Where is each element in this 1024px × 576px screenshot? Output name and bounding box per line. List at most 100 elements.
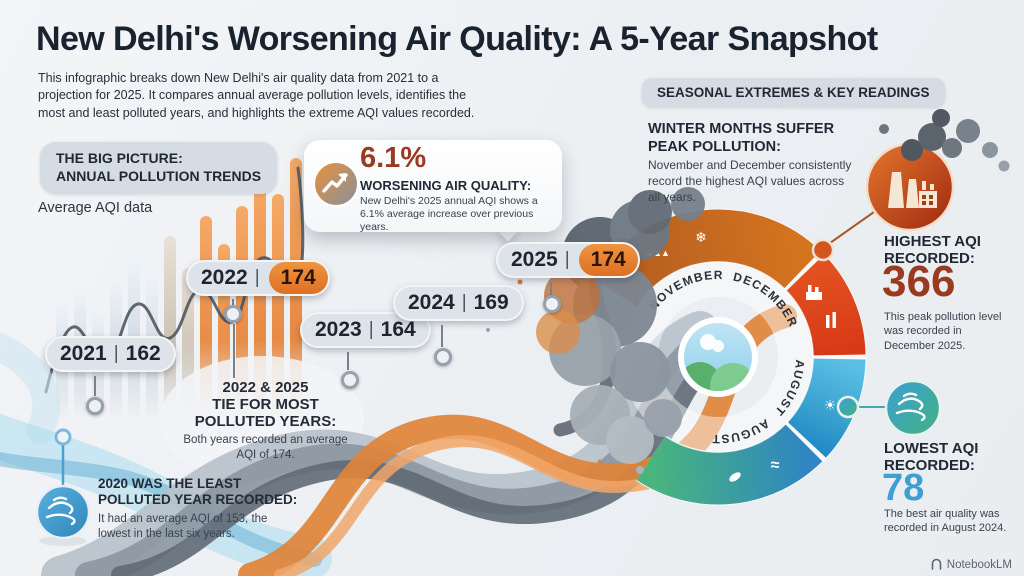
marker-2021 [86, 397, 104, 415]
chart-caption: Average AQI data [38, 200, 153, 216]
notebooklm-icon [931, 558, 942, 570]
marker-2025 [543, 295, 561, 313]
least-connector-node [54, 428, 72, 446]
page-title: New Delhi's Worsening Air Quality: A 5-Y… [36, 20, 878, 58]
least-heading-1: 2020 WAS THE LEAST [98, 476, 242, 491]
year-2025: 2025 [511, 248, 558, 271]
sun-icon: ☀ [824, 397, 837, 413]
decorative-bar [164, 236, 176, 420]
pill-separator: | [461, 292, 467, 313]
tie-heading-1: 2022 & 2025 [222, 379, 309, 396]
landscape-medallion [684, 323, 752, 391]
tie-heading-3: POLLUTED YEARS: [194, 413, 337, 431]
aqi-2021: 162 [125, 342, 161, 365]
year-2021: 2021 [60, 342, 107, 365]
seasonal-header: SEASONAL EXTREMES & KEY READINGS [642, 78, 945, 107]
worsening-pct: 6.1% [360, 142, 427, 174]
tie-callout: 2022 & 2025 TIE FOR MOST POLLUTED YEARS:… [178, 379, 353, 462]
worsening-body: New Delhi's 2025 annual AQI shows a 6.1%… [360, 195, 538, 234]
svg-text:NOVEMBER: NOVEMBER [646, 268, 723, 313]
year-2022: 2022 [201, 266, 248, 289]
donut-center-border [678, 317, 758, 397]
pointer-2024 [441, 325, 443, 347]
month-label-august-2: AUGUST [711, 416, 771, 446]
lowest-connector-dot [836, 395, 860, 419]
winter-body: November and December consistently recor… [648, 158, 852, 204]
watermark: NotebookLM [930, 558, 1012, 571]
svg-text:DECEMBER: DECEMBER [732, 270, 801, 330]
big-picture-line2: ANNUAL POLLUTION TRENDS [56, 167, 262, 184]
year-pill-2025: 2025 | 174 [496, 242, 640, 278]
marker-2024 [434, 348, 452, 366]
donut-segment-august-green [636, 423, 823, 505]
worsening-stat-card: 6.1% WORSENING AIR QUALITY: New Delhi's … [304, 140, 562, 234]
donut-segment-august-sun [787, 357, 866, 458]
big-picture-header: THE BIG PICTURE: ANNUAL POLLUTION TRENDS [40, 142, 278, 194]
pill-separator: | [254, 267, 260, 288]
highest-label-2: RECORDED: [884, 250, 975, 268]
winter-heading-1: WINTER MONTHS SUFFER [648, 121, 835, 137]
smoke-cloud [536, 187, 705, 464]
aqi-2024: 169 [473, 291, 509, 314]
year-pill-2021: 2021 | 162 [45, 336, 176, 372]
aqi-2023: 164 [380, 318, 416, 341]
least-polluted-callout: 2020 WAS THE LEAST POLLUTED YEAR RECORDE… [98, 476, 297, 542]
factory-icon [865, 109, 1010, 232]
trees-icon: ▲▲▲ [645, 248, 669, 258]
lowest-label-1: LOWEST AQI [884, 440, 979, 457]
lowest-aqi-body: The best air quality was recorded in Aug… [884, 508, 1007, 535]
least-body: It had an average AQI of 153, the lowest… [98, 512, 268, 540]
year-pill-2024: 2024 | 169 [393, 285, 524, 321]
donut-base-ring [592, 208, 867, 506]
pointer-2023 [347, 352, 349, 370]
wind-icon-right [884, 379, 942, 437]
snowflake-icon: ❄ [695, 229, 707, 245]
pointer-2021 [94, 376, 96, 396]
donut-segment-november [592, 209, 821, 308]
month-label-december: DECEMBER [732, 270, 800, 330]
factory-ring-icon [806, 285, 822, 300]
leaf-icon [729, 472, 741, 482]
waves-icon: ≈ [771, 457, 780, 474]
svg-text:AUGUST: AUGUST [772, 359, 808, 419]
month-label-november: NOVEMBER [646, 268, 722, 313]
highest-connector-line [829, 211, 875, 244]
pill-separator: | [113, 343, 119, 364]
svg-text:AUGUST: AUGUST [711, 416, 772, 446]
big-picture-line1: THE BIG PICTURE: [56, 150, 183, 166]
seasonal-donut: NOVEMBER DECEMBER AUGUST AUGUST ▲▲▲ ❄ ☀ … [592, 208, 867, 506]
month-label-august-1: AUGUST [772, 359, 806, 419]
pill-separator: | [368, 319, 374, 340]
donut-segment-december [786, 254, 866, 357]
lowest-aqi-value: 78 [882, 467, 925, 509]
pointer-2025 [550, 282, 552, 295]
tie-connector-line [233, 324, 235, 378]
wind-icon-left [35, 484, 91, 546]
lowest-aqi-label: LOWEST AQI RECORDED: [884, 440, 978, 475]
marker-2022 [224, 305, 242, 323]
highest-connector-dot [811, 238, 835, 262]
highest-aqi-value: 366 [882, 257, 956, 306]
pill-separator: | [564, 249, 570, 270]
worsening-heading: WORSENING AIR QUALITY: [360, 178, 532, 193]
year-2023: 2023 [315, 318, 362, 341]
highest-aqi-label: HIGHEST AQI RECORDED: [884, 233, 981, 268]
year-pill-2022: 2022 | 174 [186, 260, 330, 296]
highest-aqi-body: This peak pollution level was recorded i… [884, 311, 1002, 352]
aqi-2022: 174 [268, 262, 328, 294]
factory-smoke [879, 109, 1010, 172]
page-subtitle: This infographic breaks down New Delhi's… [38, 71, 475, 120]
trend-up-icon [313, 161, 359, 207]
highest-label-1: HIGHEST AQI [884, 233, 981, 250]
aqi-2025: 174 [578, 244, 638, 276]
winter-heading-2: PEAK POLLUTION: [648, 138, 781, 155]
lowest-label-2: RECORDED: [884, 457, 975, 475]
tie-heading-2: TIE FOR MOST [212, 396, 319, 414]
tie-body: Both years recorded an average AQI of 17… [183, 434, 348, 461]
smokestack-icon [826, 312, 836, 328]
watermark-text: NotebookLM [946, 558, 1012, 571]
winter-heading: WINTER MONTHS SUFFER PEAK POLLUTION: [648, 121, 834, 156]
least-heading-2: POLLUTED YEAR RECORDED: [98, 492, 298, 508]
year-2024: 2024 [408, 291, 455, 314]
